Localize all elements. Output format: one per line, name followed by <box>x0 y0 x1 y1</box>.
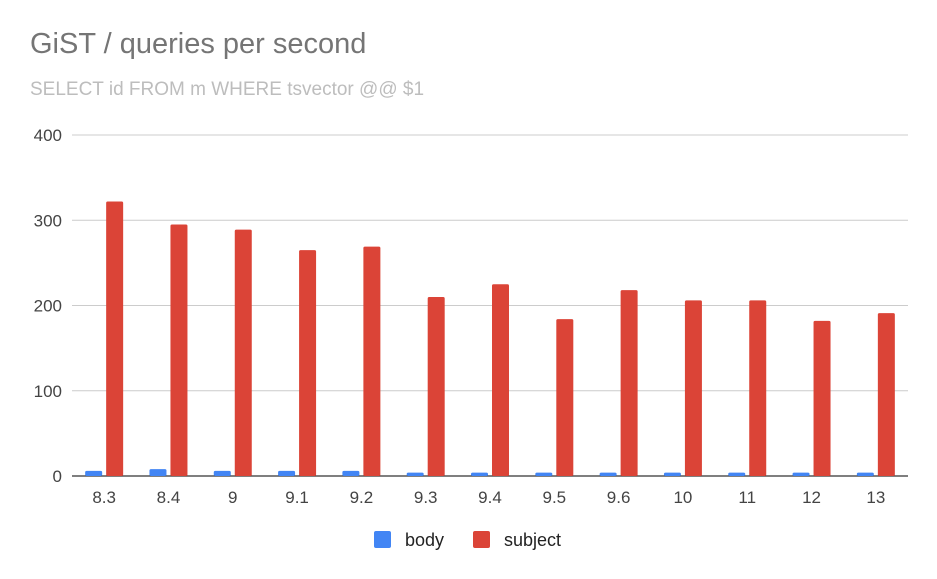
bar-subject-10 <box>684 300 702 476</box>
x-tick-label: 10 <box>673 488 692 507</box>
y-tick-label: 300 <box>34 211 62 230</box>
x-axis-ticks: 8.3 8.4 9 9.1 9.2 9.3 9.4 9.5 9.6 10 11 12 13 <box>92 488 885 507</box>
bar-subject-9 <box>234 229 252 476</box>
legend-swatch-subject <box>473 531 490 548</box>
x-tick-label: 8.3 <box>92 488 116 507</box>
bar-subject-9-6 <box>620 290 638 476</box>
bar-body-12 <box>792 472 810 476</box>
bar-body-9 <box>213 470 231 476</box>
bar-subject-8-3 <box>106 201 124 476</box>
bar-body-9-3 <box>406 472 424 476</box>
bars <box>85 201 895 476</box>
bar-subject-9-5 <box>556 319 574 476</box>
chart-subtitle: SELECT id FROM m WHERE tsvector @@ $1 <box>30 79 425 100</box>
gridlines <box>72 134 908 477</box>
x-tick-label: 9.1 <box>285 488 309 507</box>
bar-body-10 <box>663 472 681 476</box>
bar-body-11 <box>728 472 746 476</box>
bar-body-9-2 <box>342 470 360 476</box>
y-tick-label: 0 <box>53 467 62 486</box>
bar-subject-9-3 <box>427 296 445 476</box>
bar-subject-9-4 <box>492 284 509 476</box>
legend-label-body: body <box>405 530 444 550</box>
x-tick-label: 9.4 <box>478 488 502 507</box>
bar-subject-13 <box>877 313 895 476</box>
y-tick-label: 100 <box>34 382 62 401</box>
y-tick-label: 200 <box>34 297 62 316</box>
x-tick-label: 11 <box>738 488 756 507</box>
bar-body-9-6 <box>599 472 617 476</box>
legend-swatch-body <box>374 531 391 548</box>
bar-body-9-5 <box>535 472 553 476</box>
x-tick-label: 13 <box>866 488 885 507</box>
legend-label-subject: subject <box>504 530 561 550</box>
x-tick-label: 9.6 <box>607 488 631 507</box>
y-axis-ticks: 0 100 200 300 400 <box>34 126 62 486</box>
x-tick-label: 9.5 <box>542 488 566 507</box>
x-tick-label: 8.4 <box>157 488 181 507</box>
chart-title: GiST / queries per second <box>30 28 367 60</box>
bar-subject-8-4 <box>170 224 188 476</box>
bar-subject-9-1 <box>299 250 317 476</box>
x-tick-label: 9 <box>228 488 237 507</box>
legend: body subject <box>374 530 561 550</box>
bar-subject-11 <box>749 300 767 476</box>
bar-subject-9-2 <box>363 246 381 476</box>
x-tick-label: 12 <box>802 488 821 507</box>
bar-body-8-4 <box>149 469 167 476</box>
bar-body-8-3 <box>85 470 103 476</box>
bar-subject-12 <box>813 320 831 476</box>
bar-body-9-4 <box>471 472 488 476</box>
x-tick-label: 9.3 <box>414 488 438 507</box>
bar-body-9-1 <box>278 470 296 476</box>
x-tick-label: 9.2 <box>350 488 374 507</box>
y-tick-label: 400 <box>34 126 62 145</box>
bar-body-13 <box>856 472 874 476</box>
